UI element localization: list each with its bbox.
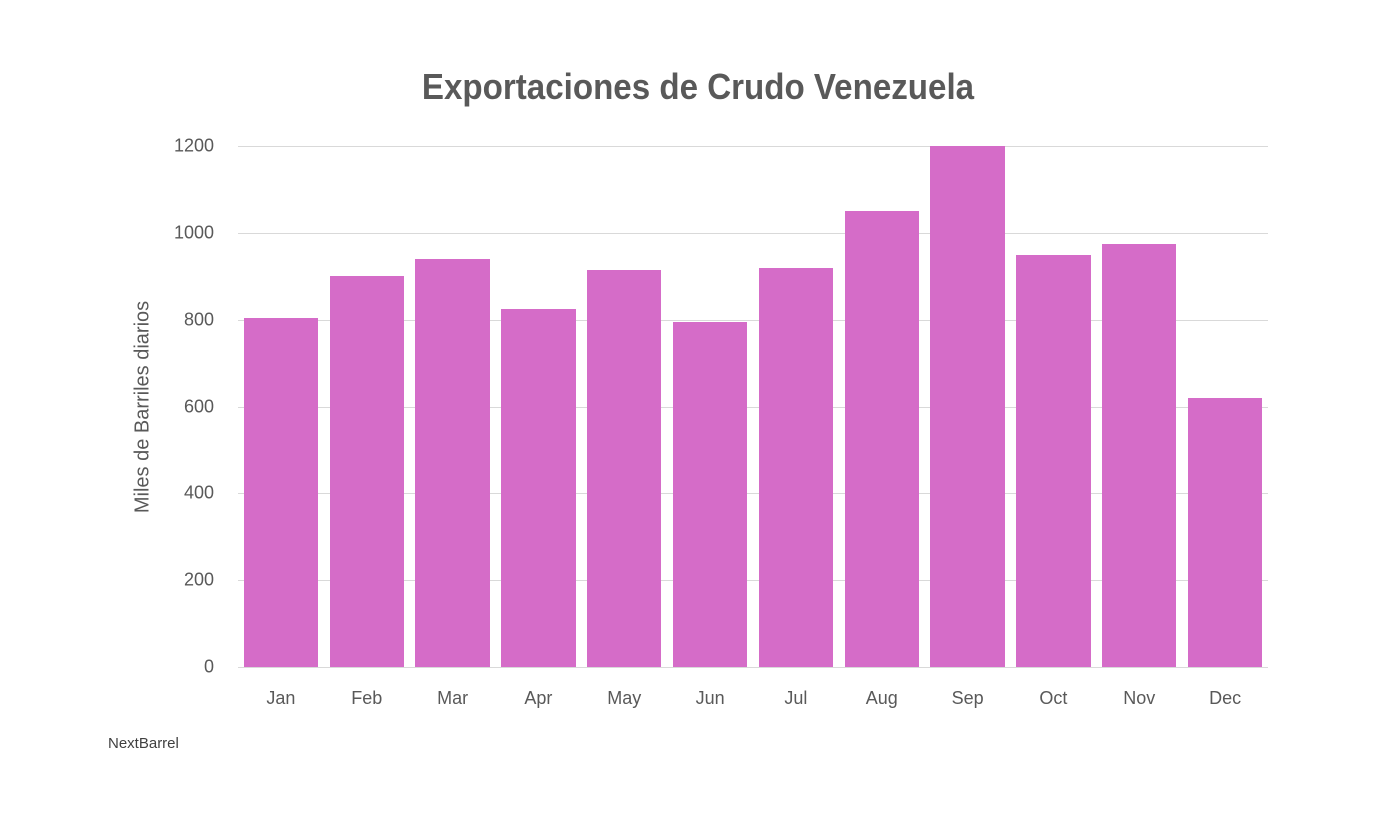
bar-apr [501,308,576,667]
gridline [238,580,1268,582]
y-tick-label: 400 [183,482,214,503]
y-tick-label: 1000 [173,222,214,243]
x-tick-label: Sep [951,688,984,708]
x-tick-label: Nov [1123,688,1156,708]
bar-sep [930,146,1005,667]
y-tick-label: 800 [183,309,214,330]
x-tick-label: Mar [437,688,469,708]
source-label: NextBarrel [108,735,179,752]
bar-jan [243,317,319,667]
gridline [238,406,1268,408]
y-tick-label: 0 [203,656,214,677]
x-tick-label: Apr [524,688,553,708]
x-tick-label: Oct [1039,688,1068,708]
x-tick-label: May [607,688,642,708]
gridline [238,146,1268,147]
x-tick-label: Feb [351,688,383,708]
x-tick-label: Jul [784,688,808,708]
x-tick-label: Jan [266,688,296,708]
y-tick-label: 1200 [173,135,214,156]
bar-nov [1102,243,1177,667]
bar-jul [758,267,834,667]
bar-jun [672,321,748,667]
plot-area [238,146,1268,668]
bar-feb [329,276,404,667]
chart-title: Exportaciones de Crudo Venezuela [421,66,975,107]
x-tick-label: Jun [695,688,725,708]
bar-mar [415,258,490,667]
gridline [238,232,1268,234]
bar-oct [1016,254,1091,667]
y-tick-label: 600 [183,396,214,416]
gridline [238,493,1268,495]
bar-may [587,269,662,667]
gridline [238,319,1268,321]
y-tick-label: 200 [183,569,214,590]
x-tick-label: Aug [865,688,898,708]
bar-aug [844,211,919,667]
gridline [238,667,1268,668]
x-tick-label: Dec [1209,688,1242,708]
bar-dec [1187,397,1263,667]
